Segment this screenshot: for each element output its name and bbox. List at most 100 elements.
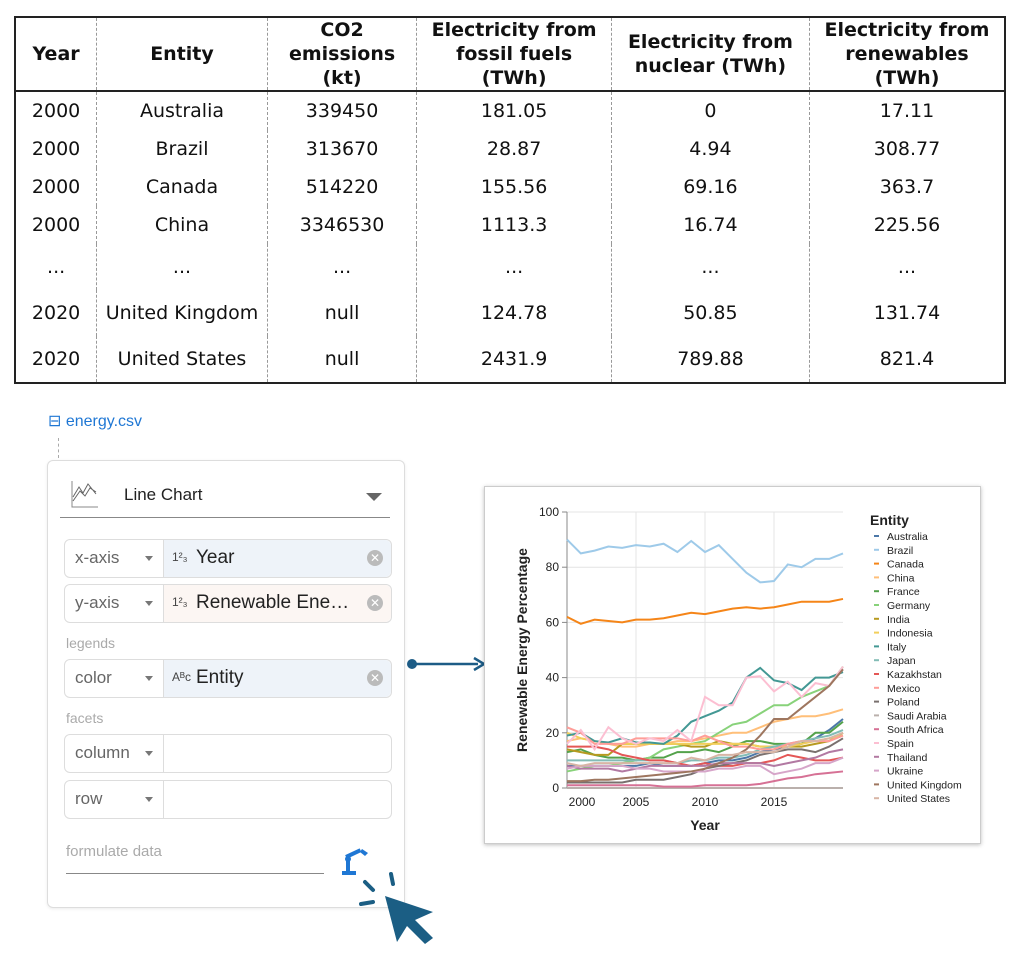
legend-item: Spain: [887, 738, 914, 750]
table-row: 2000 Australia 339450 181.05 0 17.11: [15, 91, 1005, 130]
legend-item: South Africa: [887, 724, 944, 736]
column-header: Electricity from fossil fuels (TWh): [416, 17, 612, 92]
field-drop-zone[interactable]: [164, 781, 391, 818]
table-cell: ...: [610, 244, 810, 290]
table-cell: ...: [96, 244, 268, 290]
table-cell: 181.05: [416, 91, 612, 130]
field-chip[interactable]: 1²₃ Renewable Ene… ✕: [164, 585, 391, 622]
channel-select[interactable]: row: [65, 781, 164, 818]
legend-item: Indonesia: [887, 628, 933, 640]
table-cell: 28.87: [416, 130, 612, 168]
series-line-kazakhstan: [567, 745, 844, 767]
table-cell: 339450: [266, 91, 417, 130]
table-cell: 2000: [31, 176, 81, 198]
table-row: 2000 Brazil 313670 28.87 4.94 308.77: [15, 130, 1005, 168]
field-name: Renewable Ene…: [196, 592, 350, 613]
row-encoding[interactable]: row: [64, 780, 392, 819]
chevron-down-icon: [366, 493, 382, 501]
remove-icon[interactable]: ✕: [367, 595, 383, 611]
channel-select[interactable]: x-axis: [65, 540, 164, 577]
x-tick-label: 2010: [692, 795, 719, 809]
formulate-button[interactable]: [340, 847, 372, 877]
channel-label: y-axis: [75, 593, 120, 612]
legend-item: Italy: [887, 641, 907, 653]
caret-icon: [145, 751, 153, 756]
caret-icon: [145, 601, 153, 606]
table-cell: Canada: [96, 168, 268, 206]
channel-label: row: [75, 789, 103, 808]
formulate-input[interactable]: formulate data: [66, 843, 324, 874]
channel-select[interactable]: y-axis: [65, 585, 164, 622]
facets-label: facets: [66, 710, 104, 726]
table-cell: 4.94: [610, 130, 810, 168]
legend-title: Entity: [870, 512, 909, 528]
y-tick-label: 80: [546, 560, 560, 574]
legend-item: France: [887, 586, 920, 598]
caret-icon: [145, 676, 153, 681]
y-axis-title: Renewable Energy Percentage: [514, 548, 530, 752]
series-line-italy: [566, 666, 844, 745]
y-axis-encoding[interactable]: y-axis 1²₃ Renewable Ene… ✕: [64, 584, 392, 623]
field-drop-zone[interactable]: [164, 735, 391, 772]
table-cell: 308.77: [808, 130, 1005, 168]
column-header: Year: [15, 17, 97, 92]
remove-icon[interactable]: ✕: [367, 550, 383, 566]
field-chip[interactable]: 1²₃ Year ✕: [164, 540, 391, 577]
legend-item: Germany: [887, 600, 931, 612]
table-cell: 2000: [31, 100, 81, 122]
encoding-panel: Line Chart x-axis 1²₃ Year ✕ y-axis 1²₃ Ren…: [47, 460, 405, 908]
table-cell: ...: [808, 244, 1005, 290]
x-tick-label: 2015: [761, 795, 788, 809]
table-cell: 313670: [266, 130, 417, 168]
table-cell: 155.56: [416, 168, 612, 206]
dataset-name: energy.csv: [65, 413, 143, 430]
legend-item: Ukraine: [887, 766, 923, 778]
chart-type-select[interactable]: Line Chart: [60, 471, 390, 518]
legend-item: Japan: [887, 655, 916, 667]
remove-icon[interactable]: ✕: [367, 670, 383, 686]
table-cell: 17.11: [808, 91, 1005, 130]
series-line-united-kingdom: [567, 668, 844, 783]
table-row: ..................: [15, 244, 1005, 290]
line-chart: 0 20 40 60 80 100 2000 2005 2010 2015 Year Renewabl…: [514, 505, 962, 833]
channel-label: x-axis: [75, 548, 120, 567]
legend-item: United States: [887, 793, 950, 805]
x-tick-label: 2000: [569, 795, 596, 809]
series-line-spain: [566, 665, 844, 752]
channel-select[interactable]: column: [65, 735, 164, 772]
cursor-click-icon: [359, 872, 433, 944]
series-line-ukraine: [566, 756, 844, 776]
table-cell: 2020: [31, 302, 81, 324]
chart-type-label: Line Chart: [124, 485, 203, 504]
color-encoding[interactable]: color Aᴮc Entity ✕: [64, 659, 392, 698]
column-header: Entity: [96, 17, 268, 92]
table-cell: ...: [47, 256, 66, 278]
table-cell: 2000: [31, 214, 81, 236]
flow-arrow: [407, 656, 486, 672]
channel-select[interactable]: color: [65, 660, 164, 697]
field-chip[interactable]: Aᴮc Entity ✕: [164, 660, 391, 697]
legend-item: Brazil: [887, 545, 913, 557]
formulate-placeholder: formulate data: [66, 843, 162, 860]
legend-item: Thailand: [887, 752, 927, 764]
column-header: Electricity from nuclear (TWh): [610, 17, 810, 92]
legend-item: United Kingdom: [887, 779, 962, 791]
table-cell: 3346530: [266, 206, 417, 244]
string-type-icon: Aᴮc: [172, 670, 191, 684]
table-cell: Brazil: [96, 130, 268, 168]
table-row: 2000 China 3346530 1113.3 16.74 225.56: [15, 206, 1005, 244]
table-cell: 50.85: [610, 290, 810, 336]
table-cell: Australia: [96, 91, 268, 130]
legend-item: Kazakhstan: [887, 669, 942, 681]
dataset-link[interactable]: ⊟ energy.csv: [48, 411, 142, 431]
table-cell: ...: [266, 244, 417, 290]
legend-item: India: [887, 614, 910, 626]
legend-item: Poland: [887, 697, 920, 709]
table-cell: China: [96, 206, 268, 244]
table-cell: 16.74: [610, 206, 810, 244]
column-encoding[interactable]: column: [64, 734, 392, 773]
caret-icon: [145, 556, 153, 561]
column-header: CO2 emissions (kt): [266, 17, 417, 92]
y-tick-label: 100: [539, 505, 559, 519]
x-axis-encoding[interactable]: x-axis 1²₃ Year ✕: [64, 539, 392, 578]
